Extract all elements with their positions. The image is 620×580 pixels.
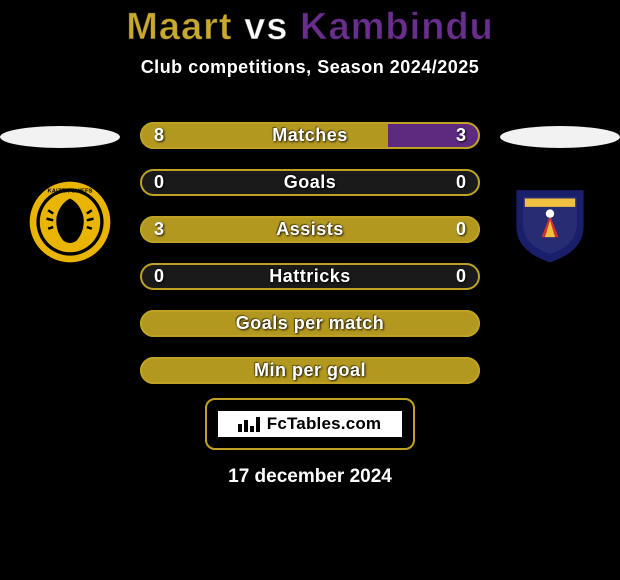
chippa-united-icon (500, 180, 600, 264)
stat-row: Goals per match (140, 310, 480, 337)
player-right-name: Kambindu (300, 6, 494, 48)
stats-container: 8 3 Matches 0 0 Goals 3 0 Assists 0 0 Hattricks Goal… (140, 122, 480, 384)
fctables-label: FcTables.com (265, 414, 384, 434)
comparison-title: Maart vs Kambindu (0, 0, 620, 49)
vs-separator: vs (244, 6, 288, 48)
season-subtitle: Club competitions, Season 2024/2025 (0, 57, 620, 78)
fctables-badge[interactable]: FcTables.com (205, 398, 415, 450)
svg-text:KAIZER CHIEFS: KAIZER CHIEFS (48, 189, 93, 195)
stat-value-left: 3 (154, 219, 164, 240)
kaizer-chiefs-icon: KAIZER CHIEFS (28, 180, 112, 264)
fctables-inner: FcTables.com (218, 411, 402, 437)
stat-label: Hattricks (269, 266, 351, 287)
stat-value-right: 0 (456, 172, 466, 193)
stat-fill-right (388, 122, 480, 149)
stat-value-right: 0 (456, 266, 466, 287)
stat-label: Assists (276, 219, 344, 240)
stat-row: 0 0 Goals (140, 169, 480, 196)
club-badge-left: KAIZER CHIEFS (20, 180, 120, 264)
club-badge-right (500, 180, 600, 264)
stat-value-right: 0 (456, 219, 466, 240)
stat-fill-left (140, 122, 388, 149)
stat-label: Goals (284, 172, 337, 193)
stat-value-left: 0 (154, 266, 164, 287)
bar-chart-icon (237, 416, 261, 432)
stat-label: Goals per match (236, 313, 385, 334)
snapshot-date: 17 december 2024 (0, 466, 620, 488)
stat-value-left: 0 (154, 172, 164, 193)
stat-label: Matches (272, 125, 348, 146)
stat-value-right: 3 (456, 125, 466, 146)
player-left-name: Maart (126, 6, 232, 48)
stat-value-left: 8 (154, 125, 164, 146)
player-left-avatar (0, 126, 120, 148)
stat-row: 8 3 Matches (140, 122, 480, 149)
stat-row: 3 0 Assists (140, 216, 480, 243)
stat-label: Min per goal (254, 360, 366, 381)
stat-row: 0 0 Hattricks (140, 263, 480, 290)
stat-row: Min per goal (140, 357, 480, 384)
player-right-avatar (500, 126, 620, 148)
